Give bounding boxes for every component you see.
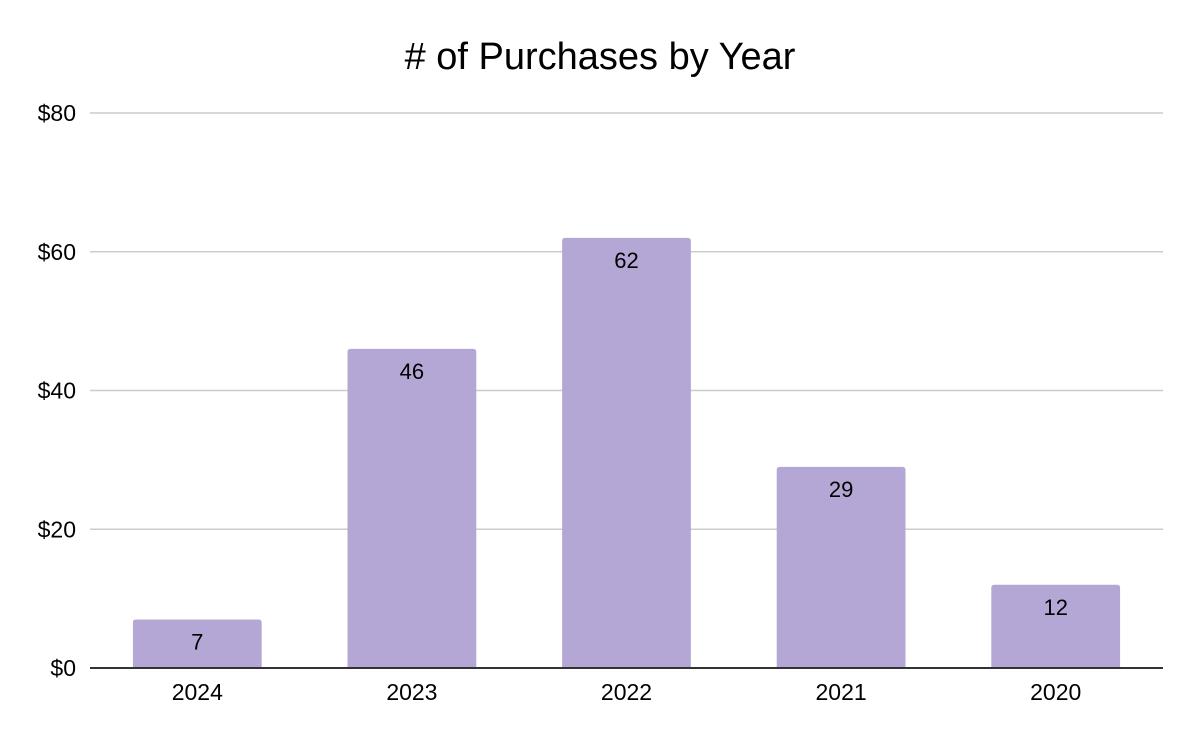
y-tick-label: $20: [38, 516, 76, 542]
x-tick-label-2023: 2023: [386, 679, 437, 705]
data-labels: 7 46 62 29 12: [191, 248, 1068, 655]
bar-2023: [347, 348, 477, 668]
bar-2024: [132, 619, 262, 668]
bars: [132, 237, 1121, 668]
y-axis-ticks: $0 $20 $40 $60 $80: [38, 100, 76, 681]
bar-2020: [991, 584, 1121, 668]
y-tick-label: $60: [38, 239, 76, 265]
data-label-2022: 62: [614, 248, 638, 273]
data-label-2023: 46: [400, 359, 424, 384]
x-tick-label-2022: 2022: [601, 679, 652, 705]
data-label-2021: 29: [829, 477, 853, 502]
bar-2022: [562, 237, 691, 668]
data-label-2020: 12: [1043, 595, 1067, 620]
bar-2021: [776, 466, 906, 668]
x-axis-ticks: 2024 2023 2022 2021 2020: [172, 679, 1082, 705]
y-tick-label: $0: [50, 655, 76, 681]
data-label-2024: 7: [191, 629, 203, 654]
x-tick-label-2024: 2024: [172, 679, 223, 705]
x-tick-label-2020: 2020: [1030, 679, 1081, 705]
chart-title: # of Purchases by Year: [405, 36, 796, 78]
y-tick-label: $80: [38, 100, 76, 126]
y-tick-label: $40: [38, 378, 76, 404]
x-tick-label-2021: 2021: [816, 679, 867, 705]
